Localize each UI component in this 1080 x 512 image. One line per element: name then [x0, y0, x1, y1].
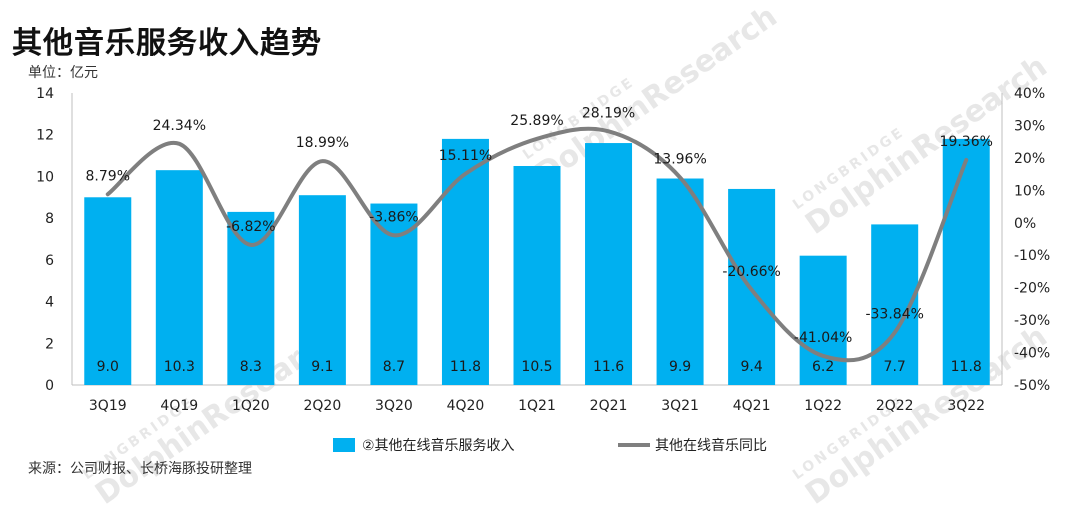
- bar: [298, 195, 346, 385]
- x-tick-label: 1Q22: [804, 398, 842, 414]
- legend-label-bars: ②其他在线音乐服务收入: [362, 437, 515, 454]
- yoy-line: [105, 126, 969, 363]
- x-tick-label: 3Q19: [89, 398, 127, 414]
- bar: [441, 138, 489, 385]
- line-value-label: -33.84%: [865, 307, 923, 323]
- line-value-label: -41.04%: [794, 330, 852, 346]
- bar: [513, 166, 561, 385]
- bar-value-label: 11.6: [593, 359, 624, 375]
- line-value-label: -6.82%: [226, 219, 276, 235]
- bar-value-label: 9.4: [740, 359, 762, 375]
- line-value-label: -3.86%: [369, 209, 419, 225]
- x-tick-label: 2Q20: [304, 398, 342, 414]
- source-note: 来源：公司财报、长桥海豚投研整理: [28, 461, 252, 477]
- y-tick-right: -10%: [1014, 248, 1050, 264]
- bar-value-label: 9.9: [669, 359, 691, 375]
- combo-chart: 0 2 4 6 8 10 12 14 -50% -40% -30% -20% -10% 0% 10% 20% 3…: [36, 86, 1050, 454]
- bar-value-label: 11.8: [951, 359, 982, 375]
- bar: [227, 211, 275, 385]
- y-tick-right: -30%: [1014, 313, 1050, 329]
- x-tick-label: 4Q21: [733, 398, 771, 414]
- bar-value-label: 9.1: [311, 359, 333, 375]
- y-tick-right: 0%: [1014, 216, 1036, 232]
- y-tick-left: 10: [36, 169, 54, 185]
- bar-value-label: 8.3: [240, 359, 262, 375]
- bar: [155, 170, 203, 385]
- x-tick-label: 4Q19: [160, 398, 198, 414]
- line-value-label: 24.34%: [153, 118, 206, 134]
- legend-swatch-bars: [333, 438, 355, 452]
- line-value-label: 18.99%: [296, 135, 349, 151]
- x-tick-label: 3Q22: [947, 398, 985, 414]
- line-value-label: 13.96%: [653, 151, 706, 167]
- y-tick-right: -40%: [1014, 346, 1050, 362]
- y-tick-left: 6: [45, 253, 54, 269]
- line-value-label: 19.36%: [940, 134, 993, 150]
- x-tick-label: 3Q21: [661, 398, 699, 414]
- y-tick-right: -50%: [1014, 378, 1050, 394]
- x-tick-label: 1Q21: [518, 398, 556, 414]
- x-tick-label: 2Q21: [590, 398, 628, 414]
- y-tick-left: 14: [36, 86, 54, 102]
- bar-value-label: 6.2: [812, 359, 834, 375]
- y-tick-left: 2: [45, 336, 54, 352]
- line-value-label: 25.89%: [510, 113, 563, 129]
- y-tick-right: 30%: [1014, 118, 1045, 134]
- bar-value-label: 8.7: [383, 359, 405, 375]
- bar-value-label: 10.3: [164, 359, 195, 375]
- bar-value-label: 9.0: [97, 359, 119, 375]
- bar: [942, 138, 990, 385]
- unit-label: 单位：亿元: [28, 65, 98, 81]
- x-tick-label: 1Q20: [232, 398, 270, 414]
- line-value-label: -20.66%: [722, 264, 780, 280]
- y-tick-left: 4: [45, 295, 54, 311]
- line-value-label: 28.19%: [582, 105, 635, 121]
- y-tick-left: 8: [45, 211, 54, 227]
- bar: [656, 178, 704, 385]
- bar: [84, 197, 132, 385]
- y-tick-right: 10%: [1014, 183, 1045, 199]
- y-tick-right: -20%: [1014, 281, 1050, 297]
- y-tick-right: 20%: [1014, 151, 1045, 167]
- y-tick-left: 12: [36, 128, 54, 144]
- y-tick-right: 40%: [1014, 86, 1045, 102]
- y-tick-left: 0: [45, 378, 54, 394]
- x-tick-label: 2Q22: [876, 398, 914, 414]
- x-tick-label: 3Q20: [375, 398, 413, 414]
- bar-value-label: 11.8: [450, 359, 481, 375]
- bar-value-label: 7.7: [884, 359, 906, 375]
- bar-value-label: 10.5: [521, 359, 552, 375]
- chart-title: 其他音乐服务收入趋势: [12, 26, 322, 61]
- line-value-label: 15.11%: [439, 148, 492, 164]
- line-value-label: 8.79%: [86, 168, 130, 184]
- bar: [585, 143, 633, 385]
- bar: [799, 255, 847, 385]
- legend-label-line: 其他在线音乐同比: [655, 437, 767, 454]
- x-tick-label: 4Q20: [447, 398, 485, 414]
